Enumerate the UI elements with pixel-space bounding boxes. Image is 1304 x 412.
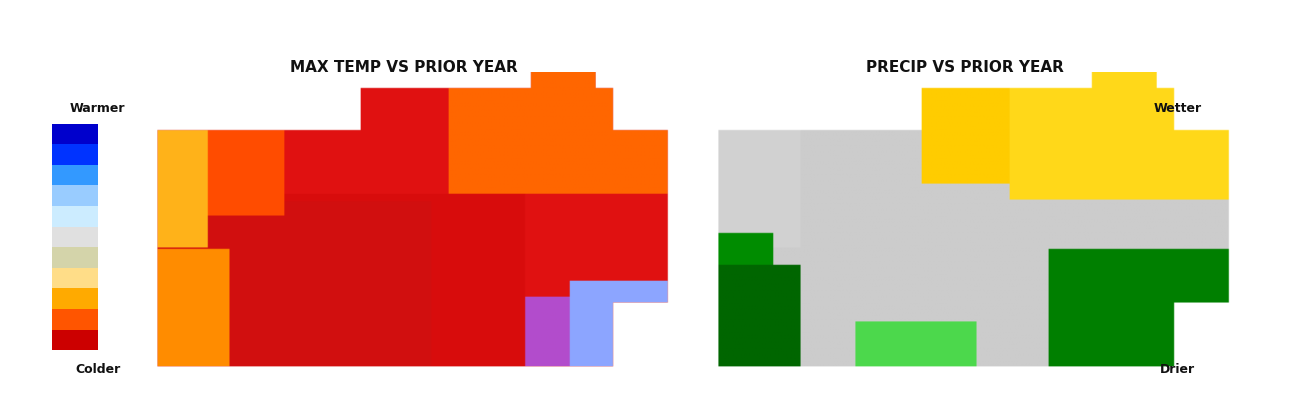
Bar bbox=[52, 247, 98, 268]
Bar bbox=[1154, 169, 1200, 192]
Bar bbox=[52, 144, 98, 165]
Bar bbox=[52, 288, 98, 309]
Text: MAX TEMP VS PRIOR YEAR: MAX TEMP VS PRIOR YEAR bbox=[291, 60, 518, 75]
Bar bbox=[1154, 260, 1200, 282]
Bar bbox=[1154, 214, 1200, 237]
Bar bbox=[52, 227, 98, 247]
Bar bbox=[1154, 124, 1200, 146]
Bar bbox=[52, 124, 98, 144]
Bar bbox=[52, 309, 98, 330]
Text: Wetter: Wetter bbox=[1154, 102, 1201, 115]
Text: Warmer: Warmer bbox=[70, 102, 125, 115]
Bar bbox=[1154, 237, 1200, 260]
Text: Colder: Colder bbox=[76, 363, 120, 376]
Bar bbox=[1154, 328, 1200, 350]
Text: Figure 2. Weather Maps for Week Ending October 13, 2020 vs Prior Year; Temperatu: Figure 2. Weather Maps for Week Ending O… bbox=[124, 16, 1180, 34]
Bar bbox=[1154, 282, 1200, 305]
Text: Drier: Drier bbox=[1161, 363, 1194, 376]
Bar bbox=[52, 206, 98, 227]
Text: PRECIP VS PRIOR YEAR: PRECIP VS PRIOR YEAR bbox=[866, 60, 1064, 75]
Bar bbox=[1154, 192, 1200, 214]
Bar bbox=[1154, 305, 1200, 328]
Bar bbox=[52, 330, 98, 350]
Bar bbox=[52, 268, 98, 288]
Bar bbox=[52, 185, 98, 206]
Bar bbox=[1154, 146, 1200, 169]
Bar bbox=[52, 165, 98, 185]
